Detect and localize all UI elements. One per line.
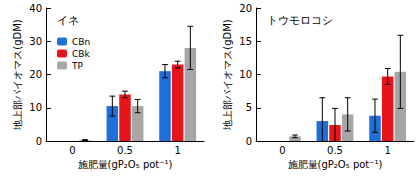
svg-text:10: 10: [29, 102, 42, 113]
svg-text:0: 0: [69, 145, 75, 156]
svg-text:0: 0: [279, 145, 285, 156]
svg-text:0.5: 0.5: [117, 145, 133, 156]
svg-text:イネ: イネ: [57, 14, 79, 27]
svg-text:0.5: 0.5: [327, 145, 343, 156]
svg-text:15: 15: [239, 36, 252, 47]
svg-text:30: 30: [29, 36, 42, 47]
svg-text:地上部バイオマス(gDM): 地上部バイオマス(gDM): [222, 19, 233, 131]
svg-text:施肥量(gP₂O₅ pot⁻¹): 施肥量(gP₂O₅ pot⁻¹): [78, 159, 173, 170]
svg-text:1: 1: [174, 145, 180, 156]
svg-text:施肥量(gP₂O₅ pot⁻¹): 施肥量(gP₂O₅ pot⁻¹): [288, 159, 383, 170]
svg-text:0: 0: [36, 136, 42, 147]
svg-text:1: 1: [384, 145, 390, 156]
svg-text:TP: TP: [71, 61, 83, 71]
svg-text:20: 20: [239, 3, 252, 14]
svg-text:0: 0: [246, 136, 252, 147]
svg-text:トウモロコシ: トウモロコシ: [267, 14, 333, 27]
svg-text:CBk: CBk: [72, 49, 90, 59]
svg-text:地上部バイオマス(gDM): 地上部バイオマス(gDM): [12, 19, 23, 131]
svg-text:10: 10: [239, 69, 252, 80]
svg-text:5: 5: [246, 102, 252, 113]
svg-text:CBn: CBn: [72, 37, 90, 47]
svg-text:20: 20: [29, 69, 42, 80]
svg-text:40: 40: [29, 3, 42, 14]
